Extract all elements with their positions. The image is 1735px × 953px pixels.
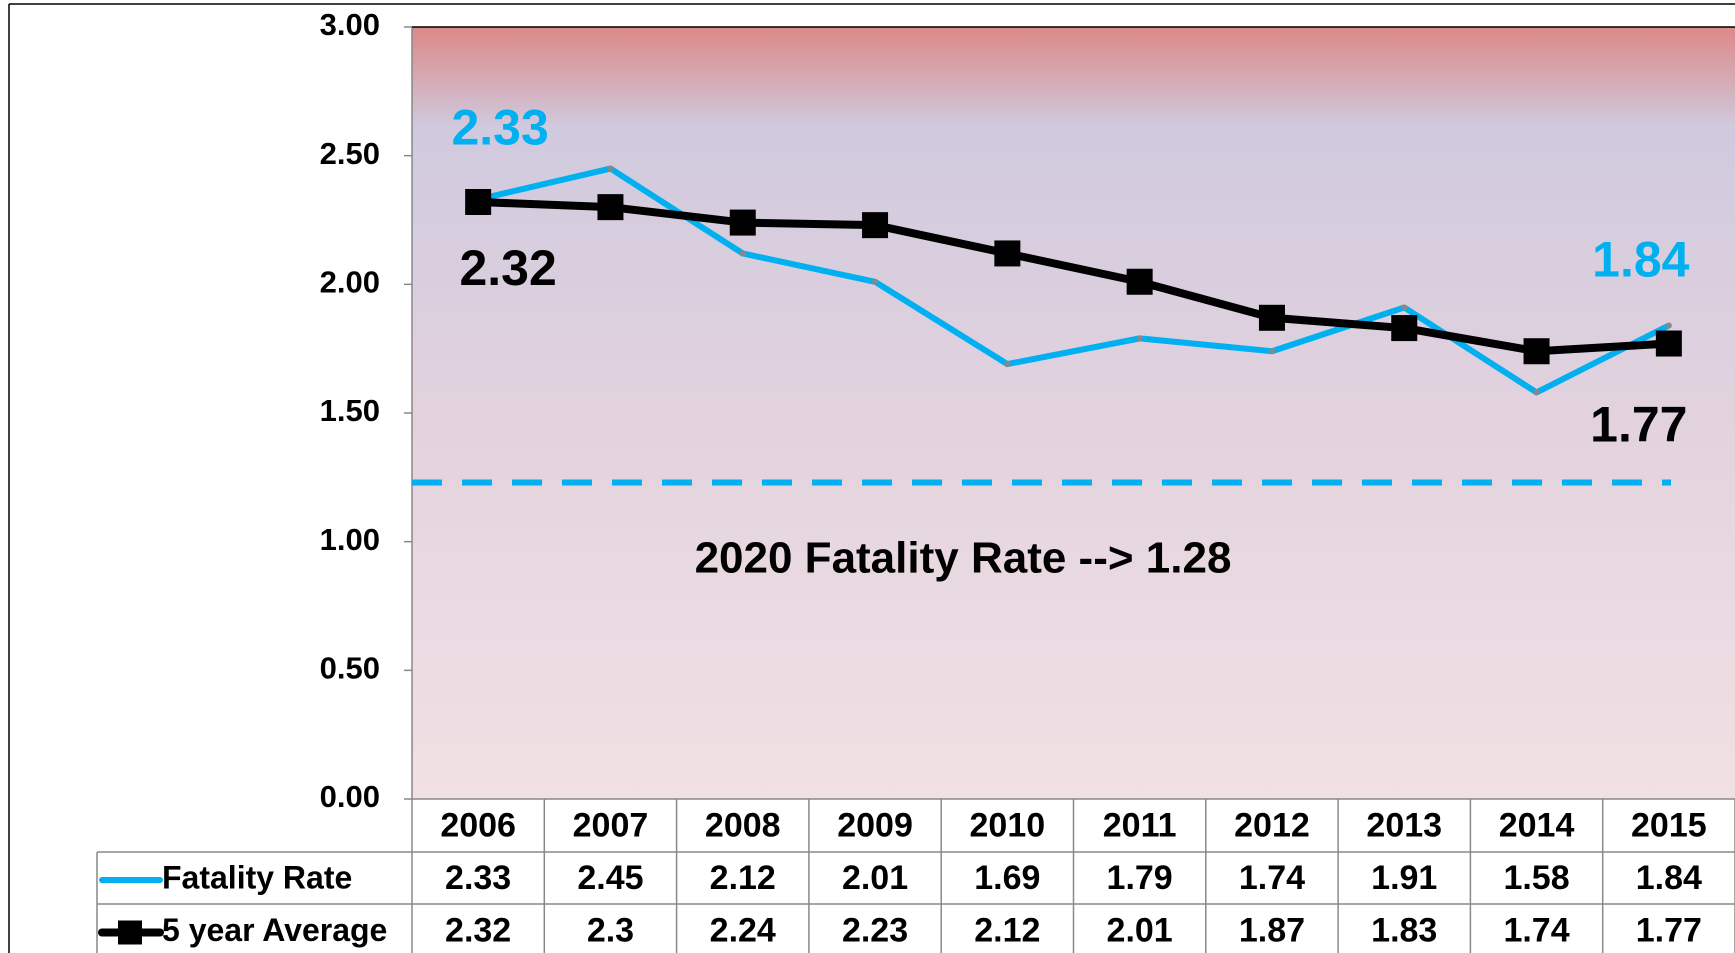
table-cell: 1.91 xyxy=(1371,859,1437,897)
y-tick-label: 0.50 xyxy=(320,651,380,686)
table-cell: 1.87 xyxy=(1239,911,1305,949)
marker xyxy=(1004,361,1011,368)
marker xyxy=(1268,348,1275,355)
y-tick-label: 1.50 xyxy=(320,393,380,428)
marker xyxy=(1401,304,1408,311)
y-tick-label: 2.00 xyxy=(320,265,380,300)
table-cell: 2.32 xyxy=(445,911,511,949)
marker xyxy=(872,278,879,285)
marker xyxy=(465,188,492,215)
table-cell: 1.69 xyxy=(974,859,1040,897)
table-cell: 1.79 xyxy=(1107,859,1173,897)
table-cell: 1.77 xyxy=(1636,911,1702,949)
marker xyxy=(1258,304,1285,331)
x-tick-label: 2010 xyxy=(970,806,1046,844)
x-tick-label: 2009 xyxy=(837,806,913,844)
legend-key xyxy=(118,920,142,945)
data-label: 1.77 xyxy=(1590,397,1687,453)
table-cell: 1.74 xyxy=(1503,911,1569,949)
table-cell: 2.23 xyxy=(842,911,908,949)
marker xyxy=(1655,330,1682,357)
table-cell: 1.83 xyxy=(1371,911,1437,949)
marker xyxy=(1126,268,1153,295)
marker xyxy=(597,194,624,221)
legend-label: Fatality Rate xyxy=(162,859,352,895)
x-tick-label: 2015 xyxy=(1631,806,1707,844)
marker xyxy=(1391,315,1418,342)
legend-label: 5 year Average xyxy=(162,912,387,948)
y-tick-label: 2.50 xyxy=(320,136,380,171)
marker xyxy=(1136,335,1143,342)
table-cell: 1.84 xyxy=(1636,859,1702,897)
y-tick-label: 0.00 xyxy=(320,779,380,814)
y-tick-label: 1.00 xyxy=(320,522,380,557)
plot-area xyxy=(412,27,1735,799)
x-tick-label: 2011 xyxy=(1103,806,1177,844)
data-label: 2.33 xyxy=(451,100,548,156)
data-label: 2.32 xyxy=(459,240,556,296)
y-tick-label: 3.00 xyxy=(320,7,380,42)
x-tick-label: 2008 xyxy=(705,806,781,844)
data-label: 1.84 xyxy=(1592,232,1690,288)
table-cell: 2.45 xyxy=(577,859,643,897)
annotation: 2020 Fatality Rate --> 1.28 xyxy=(695,534,1232,583)
table-cell: 2.01 xyxy=(1107,911,1173,949)
marker xyxy=(729,209,756,236)
marker xyxy=(739,250,746,257)
x-tick-label: 2014 xyxy=(1499,806,1575,844)
x-tick-label: 2006 xyxy=(440,806,516,844)
table-cell: 2.01 xyxy=(842,859,908,897)
marker xyxy=(1523,338,1550,365)
table-cell: 1.74 xyxy=(1239,859,1305,897)
marker xyxy=(1533,389,1540,396)
x-tick-label: 2007 xyxy=(573,806,649,844)
table-cell: 2.12 xyxy=(974,911,1040,949)
table-cell: 2.33 xyxy=(445,859,511,897)
marker xyxy=(862,212,889,239)
table-cell: 2.12 xyxy=(710,859,776,897)
series-line xyxy=(477,197,1670,356)
marker xyxy=(994,240,1021,267)
table-cell: 2.24 xyxy=(710,911,776,949)
table-cell: 1.58 xyxy=(1503,859,1569,897)
x-tick-label: 2012 xyxy=(1234,806,1310,844)
marker xyxy=(607,165,614,172)
marker xyxy=(1665,322,1672,329)
x-tick-label: 2013 xyxy=(1366,806,1442,844)
table-cell: 2.3 xyxy=(587,911,634,949)
